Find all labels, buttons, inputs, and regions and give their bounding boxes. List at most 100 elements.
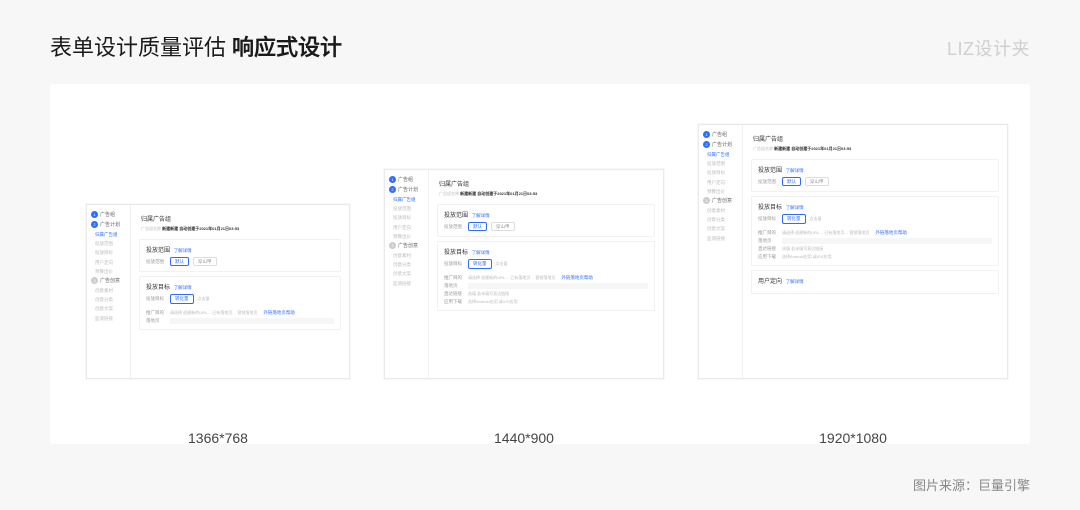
help-link[interactable]: 了解详情 [174,285,192,290]
section-belong: 归属广告组 广告组名称 新建新建 自动创建于2021年01月21日03:53 [139,211,341,235]
form-row: 落地页 [146,318,334,324]
sidebar-item[interactable]: 归属广告组 [389,196,424,203]
sidebar-group-active[interactable]: 2广告计划 [389,186,424,193]
sidebar-group-active[interactable]: 2广告计划 [703,141,738,148]
sidebar-item[interactable]: 投放目标 [389,214,424,221]
option-pill[interactable]: 穿山甲 [805,177,829,186]
sidebar-group: 3广告创意 [703,197,738,204]
option-pill[interactable]: 转化量 [782,214,806,223]
sidebar-item[interactable]: 创意分类 [703,216,738,223]
form-row: 投放目标 转化量 点击量 [146,294,334,303]
row-label: 投放目标 [146,296,166,302]
sidebar-item[interactable]: 用户定向 [91,259,126,266]
sidebar-item[interactable]: 创意素材 [703,207,738,214]
sidebar-group-active[interactable]: 2广告计划 [91,221,126,228]
sidebar-item[interactable]: 投放范围 [91,240,126,247]
sidebar: 1广告组 2广告计划 归属广告组 投放范围 投放目标 用户定向 预算出价 3广告… [385,170,429,378]
option-pill[interactable]: 转化量 [468,259,492,268]
section-audience: 用户定向 了解详情 [751,270,999,294]
help-link[interactable]: 外链落地页帮助 [561,275,593,281]
form-row: 推广目的 请选择 创建新的URL… 已有落地页… 营销落地页 外链落地页帮助 [146,310,334,316]
input-placeholder[interactable] [468,283,648,289]
help-link[interactable]: 了解详情 [472,250,490,255]
input-placeholder[interactable] [170,318,334,324]
help-link[interactable]: 外链落地页帮助 [875,230,907,236]
section-title: 投放目标 了解详情 [146,282,334,291]
help-link[interactable]: 了解详情 [786,168,804,173]
sidebar-item[interactable]: 创意分类 [389,261,424,268]
page-root: 表单设计质量评估 响应式设计 LIZ设计夹 1广告组 2广告计划 归属广告组 投… [0,0,1080,510]
help-link[interactable]: 了解详情 [786,205,804,210]
sidebar-group: 1广告组 [389,176,424,183]
input-placeholder[interactable] [782,238,992,244]
section-title: 归属广告组 [141,214,339,223]
form-row: 落地页 [758,238,992,244]
sidebar-item[interactable]: 创意分类 [91,296,126,303]
screenshot-1366: 1广告组 2广告计划 归属广告组 投放范围 投放目标 用户定向 预算出价 3广告… [86,204,350,379]
form-row: 推广目的 请选择 创建新的URL… 已有落地页… 营销落地页 外链落地页帮助 [758,230,992,236]
form-row: 直达链接 选填 若未填写直达链接 [444,291,648,297]
sidebar-item[interactable]: 预算出价 [703,188,738,195]
sidebar-item[interactable]: 用户定向 [389,224,424,231]
option-pill[interactable]: 穿山甲 [193,257,217,266]
sidebar-item[interactable]: 投放目标 [703,169,738,176]
section-target: 投放目标 了解详情 投放目标 转化量 点击量 推广目的 请选择 创建新的URL…… [751,196,999,265]
row-label: 应用下载 [758,254,778,260]
page-header: 表单设计质量评估 响应式设计 LIZ设计夹 [50,30,1030,62]
sidebar-item[interactable]: 投放范围 [703,160,738,167]
help-link[interactable]: 了解详情 [174,248,192,253]
section-title: 投放范围 了解详情 [758,165,992,174]
row-label: 投放目标 [758,216,778,222]
sidebar-group: 3广告创意 [389,242,424,249]
sidebar-item[interactable]: 创意文案 [703,225,738,232]
row-label: 推广目的 [146,310,166,316]
form-row: 直达链接 选填 若未填写直达链接 [758,246,992,252]
form-row: 应用下载 选择Android应用 或iOS应用 [758,254,992,260]
screenshot-1920: 1广告组 2广告计划 归属广告组 投放范围 投放目标 用户定向 预算出价 3广告… [698,124,1008,379]
caption-1366: 1366*768 [86,430,350,446]
brand-label: LIZ设计夹 [947,35,1030,61]
sidebar-item[interactable]: 预算出价 [91,268,126,275]
row-label: 落地页 [146,318,166,324]
form-row: 投放目标 转化量 点击量 [444,259,648,268]
sidebar-item[interactable]: 监测链接 [703,235,738,242]
row-label: 投放范围 [758,179,778,185]
sidebar-group: 1广告组 [91,211,126,218]
option-pill[interactable]: 转化量 [170,294,194,303]
help-link[interactable]: 了解详情 [472,213,490,218]
sidebar-item[interactable]: 投放范围 [389,205,424,212]
sidebar-item[interactable]: 归属广告组 [703,151,738,158]
row-label: 推广目的 [444,275,464,281]
row-label: 投放范围 [444,224,464,230]
sidebar-item[interactable]: 创意文案 [389,270,424,277]
sidebar-item[interactable]: 投放目标 [91,249,126,256]
caption-1440: 1440*900 [384,430,664,446]
form-row: 投放范围 默认 穿山甲 [758,177,992,186]
form-row: 投放范围 默认 穿山甲 [444,222,648,231]
option-pill[interactable]: 默认 [468,222,487,231]
row-label: 落地页 [444,283,464,289]
sidebar: 1广告组 2广告计划 归属广告组 投放范围 投放目标 用户定向 预算出价 3广告… [699,125,743,378]
section-title: 用户定向 了解详情 [758,276,992,285]
sidebar-item[interactable]: 监测链接 [389,280,424,287]
option-pill[interactable]: 默认 [170,257,189,266]
sidebar-item[interactable]: 创意素材 [389,252,424,259]
sidebar-item[interactable]: 创意文案 [91,305,126,312]
form-row: 投放范围 默认 穿山甲 [146,257,334,266]
title-prefix: 表单设计质量评估 [50,30,226,62]
option-pill[interactable]: 穿山甲 [491,222,515,231]
title-group: 表单设计质量评估 响应式设计 [50,30,342,62]
form-main: 归属广告组 广告组名称 新建新建 自动创建于2021年01月21日03:53 投… [429,170,663,378]
help-link[interactable]: 了解详情 [786,279,804,284]
sidebar-item[interactable]: 监测链接 [91,315,126,322]
form-main: 归属广告组 广告组名称 新建新建 自动创建于2021年01月21日03:53 投… [743,125,1007,378]
sidebar-item[interactable]: 归属广告组 [91,231,126,238]
option-pill[interactable]: 默认 [782,177,801,186]
sidebar-item[interactable]: 创意素材 [91,287,126,294]
sidebar-item[interactable]: 用户定向 [703,179,738,186]
section-title: 投放范围 了解详情 [444,210,648,219]
help-link[interactable]: 外链落地页帮助 [263,310,295,316]
sidebar-item[interactable]: 预算出价 [389,233,424,240]
section-target: 投放目标 了解详情 投放目标 转化量 点击量 推广目的 请选择 创建新的URL…… [139,276,341,329]
sidebar-group: 3广告创意 [91,277,126,284]
